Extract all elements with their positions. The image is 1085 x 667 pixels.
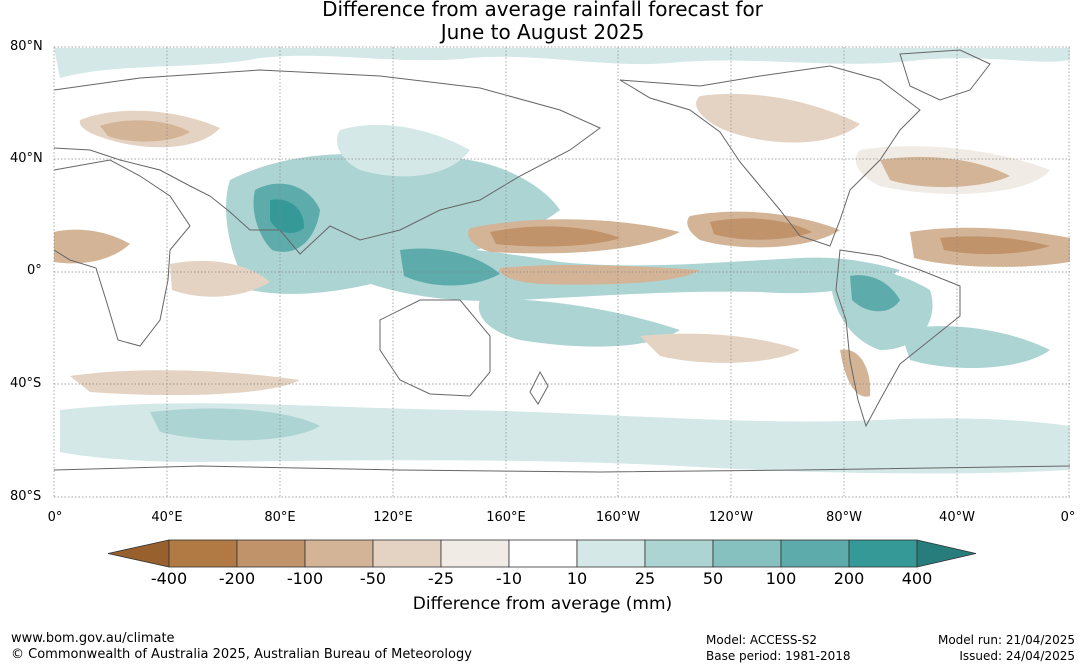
lat-label-40n: 40°N (10, 151, 43, 166)
coast-eurasia (54, 69, 601, 255)
colorbar-label-100: 100 (765, 569, 797, 588)
lat-label-0: 0° (27, 263, 42, 278)
coast-south-america (835, 249, 961, 428)
anomaly-field (54, 48, 1070, 474)
coast-australia (379, 299, 491, 397)
colorbar-label-minus-10: -10 (495, 569, 523, 588)
colorbar-swatch (236, 539, 306, 568)
colorbar-label-minus-25: -25 (427, 569, 455, 588)
anomaly-wet-southern-band (60, 403, 1070, 474)
anomaly-dry-north-pacific (696, 93, 860, 143)
colorbar-extend-dry (107, 539, 170, 568)
anomaly-dry-west-africa (54, 229, 130, 264)
lon-label-40e: 40°E (151, 510, 183, 525)
coast-north-america (619, 65, 921, 247)
colorbar-label-400: 400 (901, 569, 933, 588)
coast-antarctica (54, 465, 1070, 473)
anomaly-dry-ca-core (710, 218, 812, 240)
colorbar-extend-wet (916, 539, 977, 568)
lon-label-80w: 80°W (826, 510, 862, 525)
anomaly-wet-asia-monsoon (226, 154, 560, 294)
colorbar-swatch (372, 539, 442, 568)
anomaly-dry-south-america (840, 349, 871, 397)
colorbar-swatch (780, 539, 850, 568)
anomaly-wet-bay-core (270, 199, 305, 234)
colorbar-swatch (712, 539, 782, 568)
anomaly-wet-maritime-core (400, 248, 500, 286)
colorbar-label-50: 50 (702, 569, 724, 588)
coast-new-zealand (529, 370, 549, 405)
colorbar-swatch (644, 539, 714, 568)
footer-copyright: © Commonwealth of Australia 2025, Austra… (11, 647, 472, 662)
colorbar-swatch (304, 539, 374, 568)
anomaly-dry-pacific-core (490, 226, 620, 247)
anomaly-dry-southern-indian (70, 370, 300, 396)
lon-label-160w: 160°W (595, 510, 641, 525)
anomaly-dry-atlantic-core (940, 236, 1050, 255)
colorbar-label-minus-50: -50 (359, 569, 387, 588)
lon-label-160e: 160°E (486, 510, 526, 525)
lat-label-80n: 80°N (10, 39, 43, 54)
coast-greenland (899, 49, 991, 101)
colorbar-swatch (508, 539, 578, 568)
anomaly-dry-indian-ocean (170, 260, 270, 297)
anomaly-wet-south-pacific (478, 299, 680, 347)
colorbar-label-minus-200: -200 (218, 569, 256, 588)
lon-label-80e: 80°E (264, 510, 296, 525)
anomaly-wet-southern-core (150, 408, 320, 441)
anomaly-dry-south-pacific (640, 333, 800, 363)
anomaly-wet-arctic (54, 48, 1070, 78)
anomaly-wet-south-atlantic (900, 326, 1050, 369)
colorbar-swatch (848, 539, 918, 568)
footer-model-run: Model run: 21/04/2025 (937, 633, 1075, 647)
footer-url: www.bom.gov.au/climate (11, 631, 175, 646)
coast-africa (54, 159, 191, 347)
colorbar-label-200: 200 (833, 569, 865, 588)
colorbar-title: Difference from average (mm) (412, 594, 673, 614)
colorbar (107, 539, 977, 568)
lon-label-0-west: 0° (47, 510, 63, 525)
anomaly-dry-equatorial-pacific (499, 264, 700, 285)
colorbar-label-minus-400: -400 (150, 569, 188, 588)
coastlines (54, 49, 1070, 473)
lon-label-120e: 120°E (373, 510, 413, 525)
colorbar-swatch (168, 539, 238, 568)
anomaly-wet-amazon-core (850, 275, 900, 312)
footer-issued: Issued: 24/04/2025 (959, 649, 1075, 663)
footer-model: Model: ACCESS-S2 (706, 633, 818, 647)
colorbar-label-minus-100: -100 (286, 569, 324, 588)
colorbar-swatch (440, 539, 510, 568)
lon-label-120w: 120°W (708, 510, 754, 525)
colorbar-label-25: 25 (634, 569, 656, 588)
lon-label-0-east: 0° (1060, 510, 1076, 525)
map-title-line2: June to August 2025 (440, 20, 645, 44)
map-gridlines (53, 46, 1070, 498)
lat-label-80s: 80°S (10, 489, 42, 504)
colorbar-label-10: 10 (566, 569, 588, 588)
anomaly-dry-siberia-core (100, 120, 190, 142)
anomaly-wet-east-asia (336, 124, 470, 177)
colorbar-swatch (576, 539, 646, 568)
map-title-line1: Difference from average rainfall forecas… (322, 0, 763, 21)
anomaly-dry-na-core (880, 156, 1010, 188)
footer-base-period: Base period: 1981-2018 (706, 649, 851, 663)
lat-label-40s: 40°S (10, 376, 42, 391)
lon-label-40w: 40°W (939, 510, 975, 525)
